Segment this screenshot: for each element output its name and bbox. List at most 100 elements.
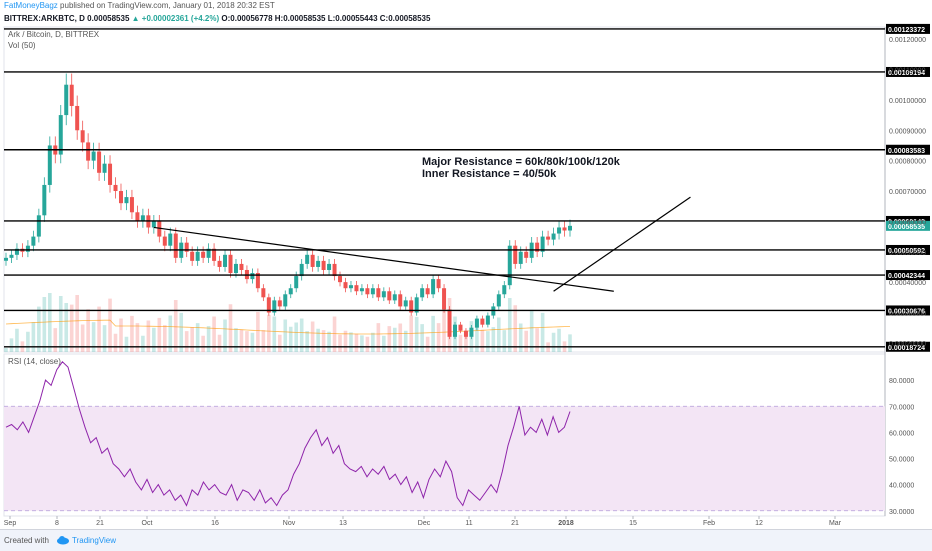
rsi-tick-label: 30.0000 xyxy=(889,509,914,516)
volume-bar xyxy=(245,331,249,352)
candle-body xyxy=(387,291,392,301)
candle-body xyxy=(151,221,156,228)
candle-body xyxy=(277,300,282,307)
volume-bar xyxy=(195,323,200,352)
price-chart: 0.001233720.001091940.000835830.00060142… xyxy=(3,23,930,527)
candle-body xyxy=(321,260,326,270)
price-tick-label: 0.00110000 xyxy=(889,68,926,75)
price-tick-label: 0.00030000 xyxy=(889,311,926,318)
candle-body xyxy=(436,279,441,289)
volume-bar xyxy=(267,314,271,352)
candle-body xyxy=(305,254,310,264)
candle-body xyxy=(223,254,228,267)
level-price-tag xyxy=(886,23,930,34)
candle-body xyxy=(36,215,41,237)
volume-bar xyxy=(239,329,244,352)
volume-bar xyxy=(15,328,19,352)
rsi-tick-label: 80.0000 xyxy=(889,378,914,385)
candle-body xyxy=(69,84,74,106)
created-with-text: Created with xyxy=(4,536,49,545)
candle-body xyxy=(91,151,96,161)
volume-bar xyxy=(507,298,512,352)
candle-body xyxy=(359,288,364,292)
footer: Created with TradingView xyxy=(0,529,932,551)
candle-body xyxy=(496,294,501,307)
candle-body xyxy=(310,254,315,267)
candle-body xyxy=(217,260,222,267)
candle-body xyxy=(64,84,69,116)
time-tick-label: 21 xyxy=(96,520,104,527)
volume-bar xyxy=(141,335,145,352)
candle-body xyxy=(442,288,447,310)
price-tick-label: 0.00090000 xyxy=(889,128,926,135)
candle-body xyxy=(557,227,562,234)
candle-body xyxy=(206,248,211,258)
price-tick-label: 0.00070000 xyxy=(889,189,926,196)
author-link[interactable]: FatMoneyBagz xyxy=(4,1,58,10)
candle-body xyxy=(398,294,403,307)
candle-body xyxy=(414,297,419,313)
level-price-tag xyxy=(886,66,930,77)
candle-body xyxy=(9,254,14,258)
tradingview-brand-link[interactable]: TradingView xyxy=(72,536,117,545)
volume-bar xyxy=(135,323,140,352)
price-change: ▲ +0.00002361 (+4.2%) xyxy=(131,14,220,23)
candle-body xyxy=(469,327,474,337)
level-price-label: 0.00123372 xyxy=(888,27,925,34)
volume-bar xyxy=(168,315,173,352)
volume-bar xyxy=(475,328,479,352)
volume-bar xyxy=(261,330,266,352)
volume-bar xyxy=(256,311,260,352)
rsi-tick-label: 70.0000 xyxy=(889,404,914,411)
volume-bar xyxy=(102,325,107,352)
volume-bar xyxy=(551,332,556,352)
volume-bar xyxy=(524,330,528,352)
volume-bar xyxy=(53,328,58,352)
candle-body xyxy=(370,288,375,295)
volume-bar xyxy=(502,330,507,352)
candle-body xyxy=(184,242,189,252)
volume-bar xyxy=(228,304,233,352)
candle-body xyxy=(507,245,512,286)
rsi-tick-label: 40.0000 xyxy=(889,483,914,490)
rsi-band xyxy=(4,406,885,511)
trendline xyxy=(153,226,614,292)
volume-bar xyxy=(436,323,441,352)
volume-bar xyxy=(37,306,41,352)
candle-body xyxy=(447,309,452,337)
volume-bar xyxy=(398,323,403,352)
candle-body xyxy=(14,248,19,255)
volume-bar xyxy=(250,332,255,352)
candle-body xyxy=(239,263,244,270)
volume-bar xyxy=(491,327,496,352)
price-tick-label: 0.00100000 xyxy=(889,98,926,105)
annotation-major-resistance: Major Resistance = 60k/80k/100k/120k xyxy=(422,156,621,168)
time-tick-label: Mar xyxy=(829,520,842,527)
volume-bar xyxy=(113,333,118,352)
volume-bar xyxy=(310,321,315,352)
volume-bar xyxy=(371,332,375,352)
volume-bar xyxy=(327,331,331,352)
candle-body xyxy=(108,163,113,185)
volume-bar xyxy=(108,298,112,352)
time-tick-label: 2018 xyxy=(558,520,574,527)
volume-bar xyxy=(540,312,545,352)
volume-bar xyxy=(272,316,277,352)
time-tick-label: 15 xyxy=(629,520,637,527)
candle-body xyxy=(535,242,540,252)
volume-bar xyxy=(414,316,419,352)
level-price-label: 0.00050592 xyxy=(888,248,925,255)
volume-bar xyxy=(223,319,227,352)
candle-body xyxy=(47,145,52,185)
time-tick-label: 8 xyxy=(55,520,59,527)
candle-body xyxy=(272,300,277,313)
candle-body xyxy=(348,285,353,289)
candle-body xyxy=(546,236,551,240)
candle-body xyxy=(86,142,91,161)
candle-body xyxy=(288,288,293,295)
candle-body xyxy=(75,105,80,131)
volume-bar xyxy=(9,338,14,352)
volume-bar xyxy=(75,295,79,352)
annotation-inner-resistance: Inner Resistance = 40/50k xyxy=(422,168,557,180)
candle-body xyxy=(480,318,485,325)
